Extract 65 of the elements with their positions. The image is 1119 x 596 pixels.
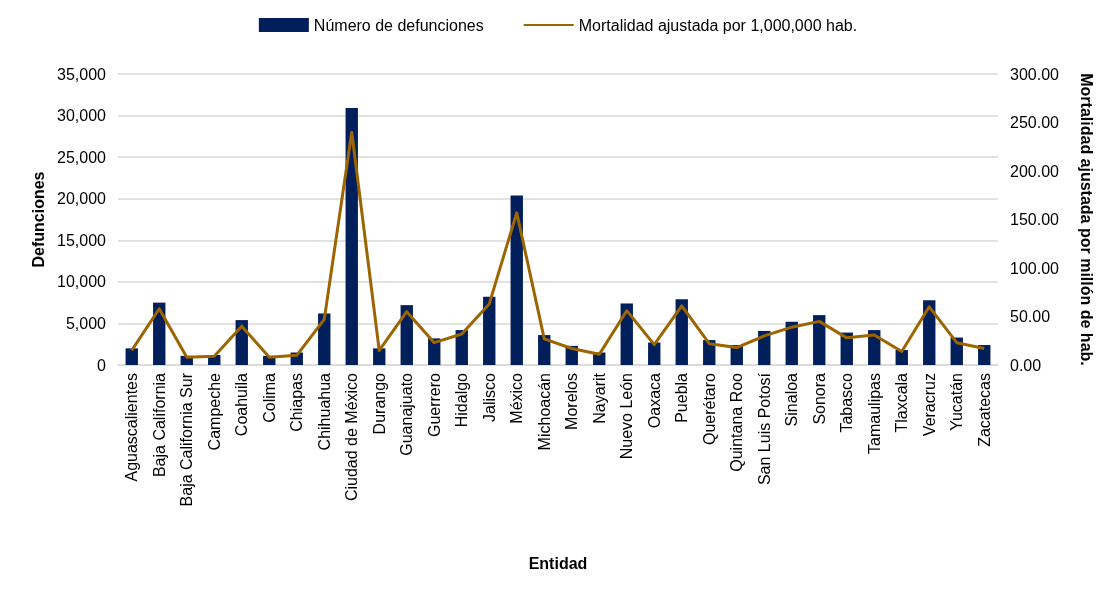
bar [483,296,496,365]
y-axis-title: Defunciones [29,171,47,268]
y-tick-label: 0 [97,356,107,374]
y-tick-label: 25,000 [57,148,107,166]
bar [648,342,661,365]
x-tick-label: San Luis Potosí [755,372,773,486]
x-tick-label: Nuevo León [618,373,636,460]
bar [318,313,331,365]
x-tick-label: Baja California [150,372,168,478]
x-tick-label: Colima [260,372,278,423]
bar [373,348,386,365]
line-series [130,130,986,359]
x-tick-label: Guerrero [425,372,443,438]
bar [675,299,688,365]
y2-tick-label: 50.00 [1010,308,1051,325]
bar [895,350,908,365]
x-tick-label: Durango [370,372,388,435]
x-tick-label: Chiapas [288,373,306,432]
y2-tick-label: 200.00 [1010,162,1060,180]
x-tick-label: Zacatecas [975,373,993,447]
x-tick-label: Puebla [673,372,691,423]
bar [978,345,991,365]
x-tick-label: Tamaulipas [865,373,883,454]
x-tick-label: Oaxaca [645,372,663,429]
x-tick-label: Michoacán [535,373,553,451]
x-tick-label: Veracruz [920,373,938,437]
x-tick-label: Sinaloa [783,372,801,427]
x-tick-label: Baja California Sur [178,372,196,507]
y-tick-label: 20,000 [57,190,107,208]
y2-tick-label: 150.00 [1010,211,1060,228]
x-tick-label: México [508,372,526,424]
bar [620,303,633,365]
legend-label: Número de defunciones [313,16,484,34]
x-tick-label: Coahuila [233,372,251,437]
x-tick-label: Hidalgo [453,372,471,428]
y2-tick-label: 0.00 [1010,356,1042,374]
x-tick-label: Ciudad de México [343,372,361,502]
y-tick-label: 10,000 [57,273,107,291]
x-tick-label: Campeche [205,372,223,451]
x-tick-label: Aguascalientes [123,373,141,482]
x-tick-label: Jalisco [480,372,498,422]
y-tick-label: 30,000 [57,107,107,125]
x-tick-label: Tabasco [838,372,856,433]
x-tick-label: Yucatán [948,373,966,431]
bar [125,348,138,365]
x-tick-label: Querétaro [700,372,718,446]
x-tick-label: Guanajuato [398,372,416,456]
bar [813,315,826,365]
bar [510,195,523,365]
y2-axis-title: Mortalidad ajustada por millón de hab. [1077,73,1095,366]
y2-tick-label: 250.00 [1010,114,1060,131]
x-tick-label: Quintana Roo [728,372,746,472]
y-tick-label: 35,000 [57,65,107,83]
x-tick-label: Sonora [810,372,828,425]
y2-tick-label: 300.00 [1010,65,1060,83]
x-tick-label: Chihuahua [315,372,333,451]
y2-tick-label: 100.00 [1010,259,1060,277]
y-tick-label: 5,000 [65,314,107,332]
x-tick-label: Tlaxcala [893,372,911,433]
legend-label: Mortalidad ajustada por 1,000,000 hab. [578,16,858,34]
x-tick-label: Nayarit [590,372,608,424]
x-tick-label: Morelos [563,373,581,430]
y-tick-label: 15,000 [57,231,107,249]
x-axis-title: Entidad [528,554,588,572]
bar [785,321,798,365]
